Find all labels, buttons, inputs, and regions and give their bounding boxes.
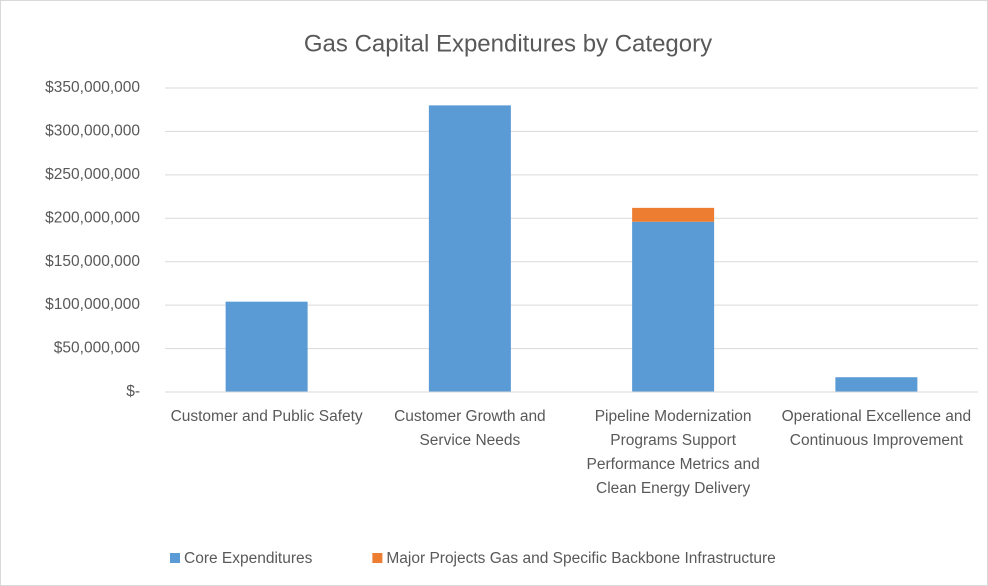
- y-tick-label: $-: [126, 383, 140, 400]
- x-tick-label: Customer and Public Safety: [170, 408, 363, 425]
- y-tick-label: $50,000,000: [54, 340, 141, 357]
- bar: [632, 221, 715, 392]
- bar: [428, 105, 511, 392]
- y-tick-label: $250,000,000: [45, 166, 140, 183]
- x-tick-label: Customer Growth and Service Needs: [394, 408, 546, 449]
- y-tick-label: $100,000,000: [45, 296, 140, 313]
- y-tick-label: $300,000,000: [45, 123, 140, 140]
- legend-swatch: [372, 553, 383, 563]
- bar: [835, 377, 918, 392]
- bar: [225, 301, 308, 392]
- legend-label: Core Expenditures: [184, 550, 313, 567]
- y-tick-label: $350,000,000: [45, 79, 140, 96]
- x-tick-label: Operational Excellence and Continuous Im…: [781, 408, 972, 449]
- bar: [632, 207, 715, 222]
- chart-title: Gas Capital Expenditures by Category: [304, 30, 712, 57]
- y-tick-label: $150,000,000: [45, 253, 140, 270]
- y-tick-label: $200,000,000: [45, 209, 140, 226]
- legend-swatch: [170, 553, 180, 563]
- legend-label: Major Projects Gas and Specific Backbone…: [386, 550, 775, 567]
- x-tick-label: Pipeline Modernization Programs Support …: [586, 408, 760, 497]
